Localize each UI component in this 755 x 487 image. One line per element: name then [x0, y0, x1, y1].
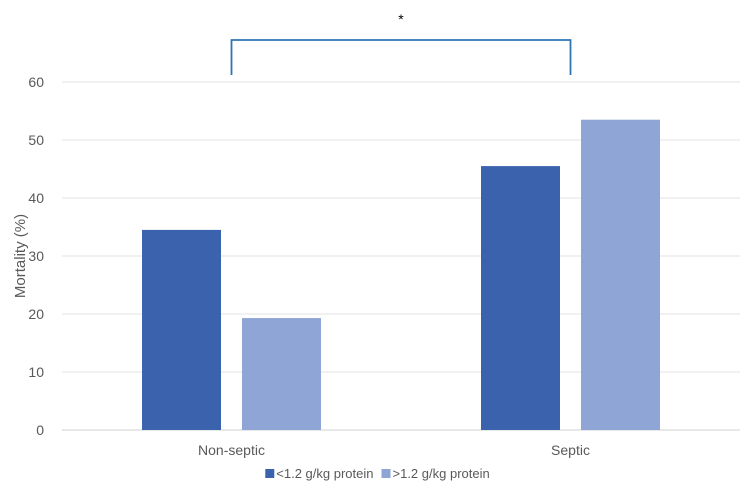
y-axis-ticks: 0 10 20 30 40 50 60	[28, 74, 44, 438]
bar-septic-series-1	[481, 166, 560, 430]
y-tick-label: 10	[28, 364, 44, 380]
y-axis-title: Mortality (%)	[12, 214, 29, 298]
legend-label: <1.2 g/kg protein	[276, 466, 373, 481]
bar-septic-series-2	[581, 119, 660, 430]
y-tick-label: 60	[28, 74, 44, 90]
y-tick-label: 0	[36, 422, 44, 438]
y-tick-label: 20	[28, 306, 44, 322]
bar-non-septic-series-2	[242, 318, 321, 430]
x-category-label: Non-septic	[198, 442, 265, 458]
legend-item: <1.2 g/kg protein	[265, 466, 374, 481]
significance-bracket	[230, 39, 572, 75]
significance-marker: *	[398, 11, 404, 27]
bar-non-septic-series-1	[142, 229, 221, 430]
legend-swatch	[265, 469, 275, 478]
x-category-label: Septic	[551, 442, 590, 458]
legend-swatch	[381, 469, 391, 478]
y-tick-label: 50	[28, 132, 44, 148]
y-tick-label: 40	[28, 190, 44, 206]
legend-label: >1.2 g/kg protein	[393, 466, 490, 481]
bars	[142, 119, 660, 430]
legend: <1.2 g/kg protein >1.2 g/kg protein	[265, 466, 490, 481]
y-tick-label: 30	[28, 248, 44, 264]
x-axis-categories: Non-septic Septic	[198, 442, 590, 458]
significance-annotation: *	[230, 11, 572, 75]
legend-item: >1.2 g/kg protein	[381, 466, 490, 481]
